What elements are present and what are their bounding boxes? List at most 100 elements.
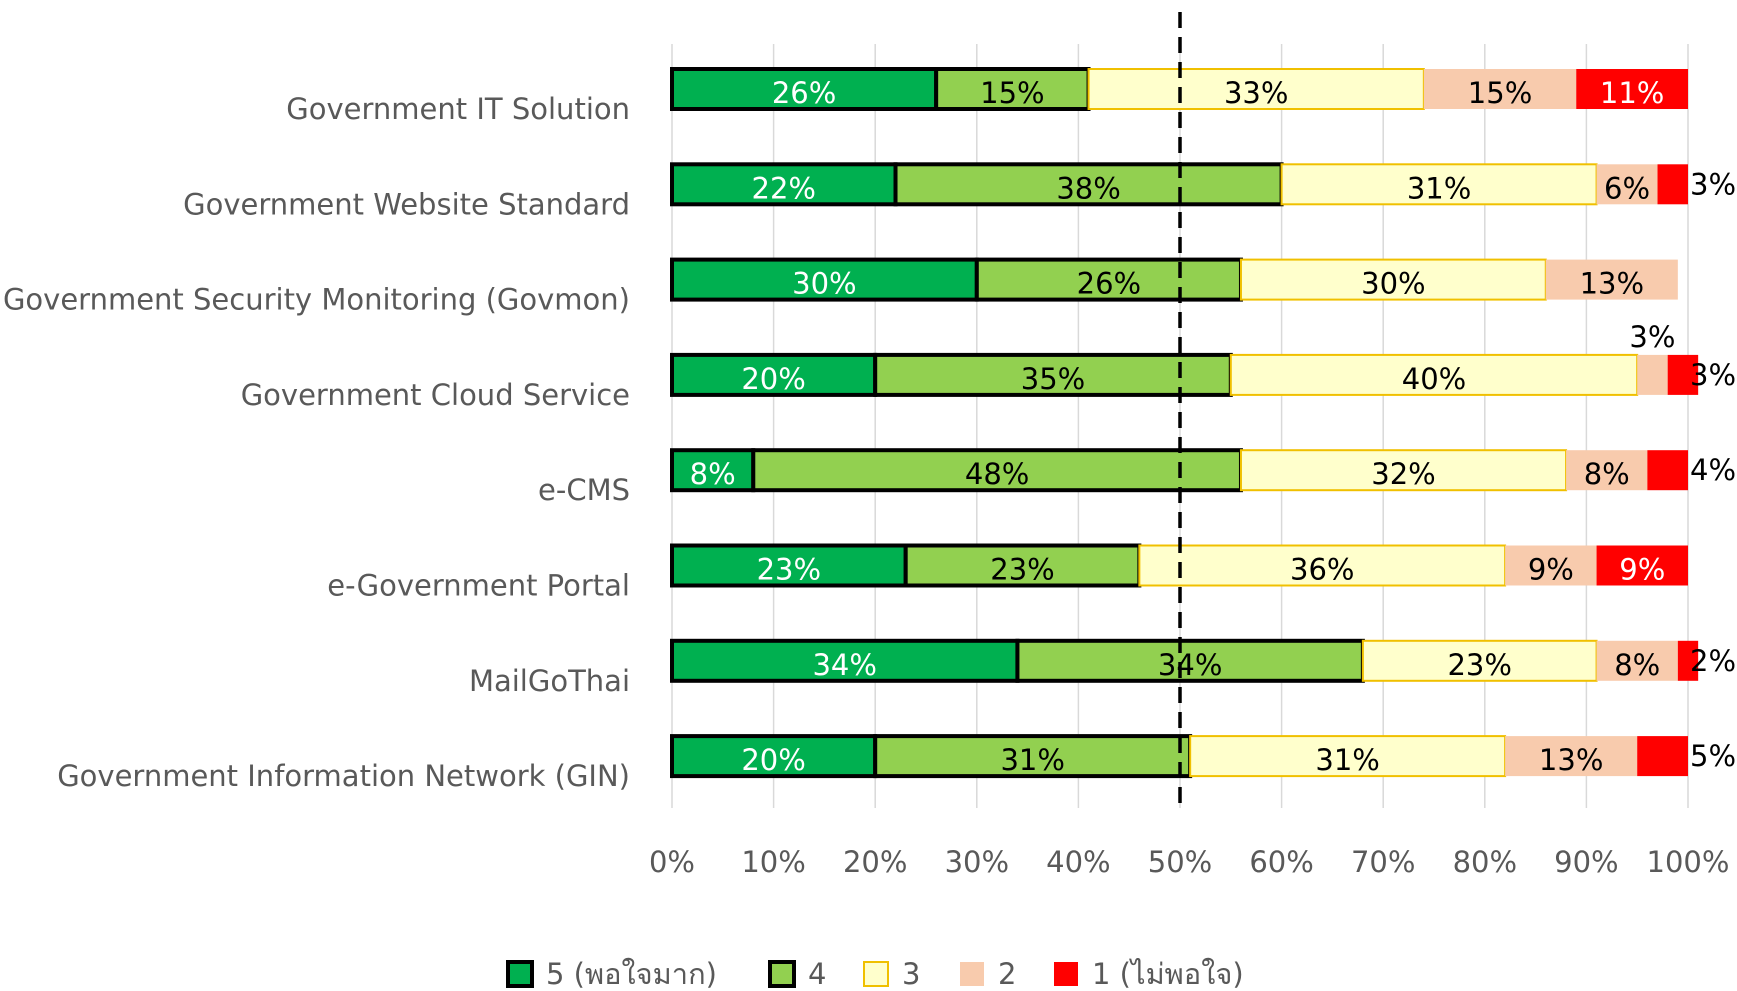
bar-segment <box>1545 259 1678 300</box>
data-label: 13% <box>1580 267 1644 301</box>
bar-segment <box>1677 640 1699 681</box>
data-label: 32% <box>1371 457 1435 491</box>
data-label: 26% <box>1077 267 1141 301</box>
x-tick-label: 90% <box>1554 845 1618 879</box>
data-label: 23% <box>1447 648 1511 682</box>
data-label: 33% <box>1224 76 1288 110</box>
data-label: 34% <box>1158 648 1222 682</box>
legend-swatch <box>768 960 796 988</box>
bar-segment <box>751 448 1243 493</box>
data-label: 8% <box>1614 648 1660 682</box>
data-label: 13% <box>1539 743 1603 777</box>
data-label: 38% <box>1056 171 1120 205</box>
data-label: 31% <box>1315 743 1379 777</box>
data-label: 23% <box>757 553 821 587</box>
bar-segment <box>1138 544 1507 587</box>
data-label: 5% <box>1690 739 1736 773</box>
data-label: 30% <box>792 267 856 301</box>
data-label: 15% <box>1468 76 1532 110</box>
data-label: 3% <box>1690 358 1736 392</box>
category-label: e-CMS <box>538 473 630 507</box>
data-label: 34% <box>812 648 876 682</box>
bar-segment <box>1280 163 1598 206</box>
data-label: 20% <box>741 743 805 777</box>
legend-label: 2 <box>998 957 1016 991</box>
x-tick-label: 40% <box>1046 845 1110 879</box>
bar-segment <box>1576 69 1688 109</box>
bar-segment <box>1637 354 1668 395</box>
data-label: 30% <box>1361 267 1425 301</box>
bar-segment <box>1423 69 1577 109</box>
data-label: 8% <box>690 457 736 491</box>
data-label: 11% <box>1600 76 1664 110</box>
legend-label: 1 (ไม่พอใจ) <box>1092 957 1244 991</box>
legend-label: 5 (พอใจมาก) <box>546 957 717 991</box>
bar-segment <box>1189 735 1507 778</box>
data-label: 9% <box>1528 553 1574 587</box>
data-label: 6% <box>1604 171 1650 205</box>
bar-segment <box>974 257 1243 302</box>
category-label: e-Government Portal <box>327 569 630 603</box>
x-tick-label: 20% <box>843 845 907 879</box>
data-label: 3% <box>1629 320 1675 354</box>
x-tick-label: 10% <box>741 845 805 879</box>
x-tick-label: 30% <box>945 845 1009 879</box>
data-label: 8% <box>1584 457 1630 491</box>
data-label: 26% <box>772 76 836 110</box>
category-label: Government Information Network (GIN) <box>57 759 630 793</box>
x-tick-label: 50% <box>1148 845 1212 879</box>
legend-label: 3 <box>902 957 920 991</box>
data-label: 48% <box>965 457 1029 491</box>
data-label: 22% <box>752 171 816 205</box>
bar-segment <box>1566 450 1648 491</box>
bar-segment <box>1505 736 1638 777</box>
data-label: 36% <box>1290 553 1354 587</box>
category-label: Government Website Standard <box>183 187 630 221</box>
category-label: Government IT Solution <box>286 92 630 126</box>
x-tick-label: 80% <box>1453 845 1517 879</box>
data-label: 23% <box>990 553 1054 587</box>
bar-segment <box>1229 353 1639 396</box>
bar-segment <box>1647 450 1688 491</box>
data-label: 31% <box>1000 743 1064 777</box>
data-label: 35% <box>1021 362 1085 396</box>
bar-segment <box>1657 164 1688 205</box>
data-label: 3% <box>1690 167 1736 201</box>
bar-segment <box>1239 449 1568 492</box>
bar-segment <box>670 67 939 111</box>
x-tick-label: 0% <box>649 845 695 879</box>
bar-segment <box>1015 638 1365 683</box>
bar-segment <box>1361 639 1598 682</box>
data-label: 40% <box>1402 362 1466 396</box>
bar-segment <box>1596 164 1658 205</box>
data-label: 20% <box>741 362 805 396</box>
bar-segment <box>670 638 1020 683</box>
bar-segment <box>670 734 878 779</box>
category-label: Government Cloud Service <box>241 378 630 412</box>
bar-segment <box>873 352 1233 397</box>
bar-segment <box>1637 736 1688 777</box>
bar-segment <box>1596 545 1688 586</box>
data-label: 4% <box>1690 453 1736 487</box>
x-tick-label: 70% <box>1351 845 1415 879</box>
bar-segment <box>903 543 1142 588</box>
x-tick-label: 60% <box>1249 845 1313 879</box>
category-label: Government Security Monitoring (Govmon) <box>3 283 630 317</box>
bar-segment <box>1596 640 1678 681</box>
legend-swatch <box>960 962 984 986</box>
data-label: 2% <box>1690 644 1736 678</box>
legend-swatch <box>1054 962 1078 986</box>
legend-label: 4 <box>808 957 826 991</box>
data-label: 15% <box>980 76 1044 110</box>
bar-segment <box>670 448 756 493</box>
legend-swatch <box>506 960 534 988</box>
bar-segment <box>1505 545 1597 586</box>
bar-segment <box>670 543 908 588</box>
data-label: 9% <box>1619 553 1665 587</box>
bar-segment <box>1667 354 1699 395</box>
legend-swatch <box>863 961 889 987</box>
x-tick-label: 100% <box>1647 845 1730 879</box>
data-label: 31% <box>1407 171 1471 205</box>
category-label: MailGoThai <box>469 664 630 698</box>
